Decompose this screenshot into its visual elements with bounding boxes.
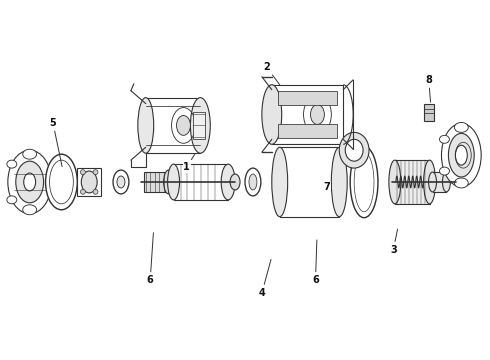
Ellipse shape (24, 173, 36, 191)
Ellipse shape (441, 123, 481, 187)
Text: 4: 4 (259, 260, 271, 297)
Text: 6: 6 (147, 233, 153, 285)
Ellipse shape (80, 170, 85, 175)
Ellipse shape (80, 189, 85, 194)
Ellipse shape (221, 164, 235, 200)
Ellipse shape (8, 150, 51, 214)
Bar (278, 125, 337, 138)
Ellipse shape (113, 170, 129, 194)
Ellipse shape (454, 122, 468, 132)
Ellipse shape (176, 116, 191, 135)
Text: 8: 8 (425, 75, 432, 102)
Ellipse shape (81, 171, 97, 193)
Ellipse shape (117, 176, 125, 188)
Ellipse shape (354, 152, 374, 212)
Bar (280, 147, 339, 217)
Ellipse shape (345, 139, 363, 161)
Ellipse shape (331, 147, 347, 217)
Ellipse shape (49, 160, 74, 204)
Ellipse shape (426, 179, 432, 185)
Text: 1: 1 (183, 154, 195, 172)
Ellipse shape (442, 172, 450, 192)
Ellipse shape (440, 135, 449, 143)
Bar (272, 85, 343, 144)
Ellipse shape (230, 174, 240, 190)
Text: 2: 2 (264, 63, 280, 85)
Ellipse shape (46, 154, 77, 210)
Ellipse shape (168, 164, 179, 200)
Ellipse shape (7, 196, 17, 204)
Ellipse shape (272, 147, 288, 217)
Ellipse shape (350, 146, 378, 218)
Bar (173, 164, 228, 200)
Ellipse shape (429, 172, 437, 192)
Ellipse shape (164, 170, 173, 194)
Ellipse shape (191, 98, 210, 153)
Ellipse shape (16, 161, 44, 203)
Text: 5: 5 (49, 118, 62, 167)
Ellipse shape (339, 132, 369, 168)
Ellipse shape (311, 105, 324, 125)
Ellipse shape (23, 205, 37, 215)
Ellipse shape (138, 98, 154, 153)
Bar (395, 160, 430, 204)
Bar (77, 168, 101, 196)
Ellipse shape (245, 168, 261, 196)
Text: 6: 6 (312, 240, 319, 285)
Bar (424, 104, 434, 121)
Ellipse shape (455, 145, 467, 165)
Ellipse shape (448, 133, 474, 177)
Ellipse shape (440, 167, 449, 175)
Ellipse shape (93, 170, 98, 175)
Bar (144, 172, 169, 192)
Bar (146, 98, 200, 153)
Ellipse shape (93, 189, 98, 194)
Ellipse shape (23, 149, 37, 159)
Ellipse shape (249, 174, 257, 190)
Ellipse shape (389, 160, 401, 204)
Text: 3: 3 (390, 229, 397, 255)
Bar (194, 112, 205, 139)
Text: 7: 7 (323, 182, 332, 192)
Ellipse shape (7, 160, 17, 168)
Ellipse shape (424, 160, 436, 204)
Ellipse shape (262, 85, 282, 144)
Bar (278, 91, 337, 105)
Ellipse shape (454, 178, 468, 188)
Bar (433, 172, 446, 192)
